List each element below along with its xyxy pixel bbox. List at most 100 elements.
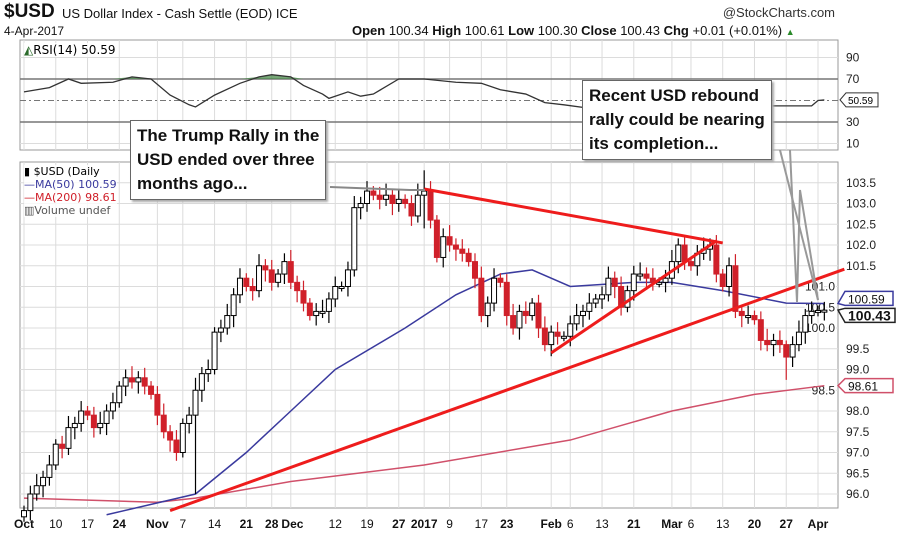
rsi-tick-label: 10 <box>846 137 860 151</box>
candlestick <box>236 268 243 304</box>
candle-body <box>776 339 783 346</box>
candlestick <box>364 181 371 212</box>
price-tick-label: 103.5 <box>846 176 876 190</box>
candle-body <box>59 443 66 449</box>
candle-body <box>643 273 650 279</box>
candlestick <box>109 392 116 420</box>
candlestick <box>383 183 390 206</box>
candle-body <box>52 443 59 466</box>
annotation-recent-rebound: Recent USD rebound rally could be nearin… <box>582 80 772 160</box>
candle-body <box>408 203 415 217</box>
price-tick-label: 97.5 <box>846 425 870 439</box>
candlestick <box>21 505 27 522</box>
candlestick <box>529 298 536 321</box>
legend-volume-label: Volume undef <box>34 204 111 217</box>
candle-body <box>383 194 390 200</box>
x-tick-label: 28 <box>265 517 279 531</box>
candle-body <box>471 261 478 279</box>
candlestick <box>446 225 453 252</box>
price-legend: ▮ $USD (Daily —MA(50) 100.59 —MA(200) 98… <box>24 165 117 217</box>
candle-body <box>313 310 320 317</box>
candle-body <box>389 194 396 204</box>
candlestick <box>516 304 523 340</box>
candle-body <box>452 244 459 250</box>
candle-body <box>764 339 771 346</box>
candlestick <box>192 377 199 494</box>
price-tick-label: 102.5 <box>846 217 876 231</box>
candlestick <box>402 194 409 209</box>
candlestick <box>65 415 72 455</box>
x-tick-label: 13 <box>716 517 730 531</box>
candle-body <box>179 422 186 454</box>
candle-body <box>567 323 574 337</box>
candle-body <box>675 244 682 263</box>
candle-body <box>732 265 739 312</box>
rsi-legend: ◭RSI(14) 50.59 <box>24 43 116 57</box>
x-tick-label: 17 <box>81 517 95 531</box>
legend-ma200-label: MA(200) 98.61 <box>35 191 117 204</box>
x-tick-label: 17 <box>475 517 489 531</box>
candle-body <box>446 236 453 246</box>
candle-body <box>281 261 288 275</box>
x-tick-label: 10 <box>49 517 63 531</box>
candlestick <box>503 274 510 326</box>
candlestick <box>433 215 440 263</box>
candlestick <box>243 273 250 292</box>
brand-text[interactable]: @StockCharts.com <box>722 5 835 20</box>
candle-body <box>510 315 517 329</box>
candle-body <box>319 310 326 314</box>
candlestick <box>287 249 294 289</box>
candle-icon: ▮ <box>24 165 31 178</box>
candle-body <box>46 464 53 478</box>
candle-body <box>503 281 510 317</box>
candlestick <box>313 303 320 326</box>
candlestick <box>300 280 307 312</box>
candle-body <box>249 286 256 292</box>
candlestick <box>160 403 167 439</box>
candlestick <box>148 381 155 400</box>
candle-body <box>802 315 809 333</box>
x-tick-label: 12 <box>329 517 343 531</box>
x-tick-label: 13 <box>595 517 609 531</box>
candle-body <box>230 294 237 317</box>
candle-body <box>751 315 758 321</box>
candlestick <box>459 239 466 262</box>
annotation-pointer <box>329 186 425 191</box>
candlestick <box>535 294 542 338</box>
candle-body <box>173 439 180 453</box>
candlestick <box>332 276 339 308</box>
x-tick-label: 2017 <box>411 517 438 531</box>
candlestick <box>554 322 561 345</box>
rsi-tag-shape <box>839 92 879 108</box>
candle-body <box>160 414 167 433</box>
candle-body <box>662 277 669 283</box>
candle-body <box>78 410 85 424</box>
x-tick-label: 9 <box>446 517 453 531</box>
candlestick <box>694 245 701 276</box>
candlestick <box>497 273 504 288</box>
candlestick <box>217 319 224 343</box>
x-tick-label: 24 <box>113 517 127 531</box>
x-tick-label: Apr <box>808 517 829 531</box>
candle-body <box>554 331 561 337</box>
candlestick <box>668 249 675 285</box>
candle-body <box>599 294 606 300</box>
x-tick-label: 7 <box>179 517 186 531</box>
candle-body <box>484 302 491 317</box>
x-tick-label: 27 <box>392 517 406 531</box>
candle-body <box>497 277 504 283</box>
candle-body <box>630 273 637 292</box>
legend-price: ▮ $USD (Daily <box>24 165 117 178</box>
candlestick <box>319 299 326 319</box>
candlestick <box>128 366 135 389</box>
close-label: Close <box>581 23 617 38</box>
candlestick <box>186 406 193 434</box>
candlestick <box>560 331 567 342</box>
candlestick <box>205 359 212 382</box>
candlestick <box>408 195 415 226</box>
candlestick <box>198 367 205 402</box>
rsi-title: RSI(14) 50.59 <box>33 43 116 57</box>
candle-body <box>637 273 644 277</box>
candle-body <box>65 427 72 449</box>
candle-body <box>338 286 345 289</box>
